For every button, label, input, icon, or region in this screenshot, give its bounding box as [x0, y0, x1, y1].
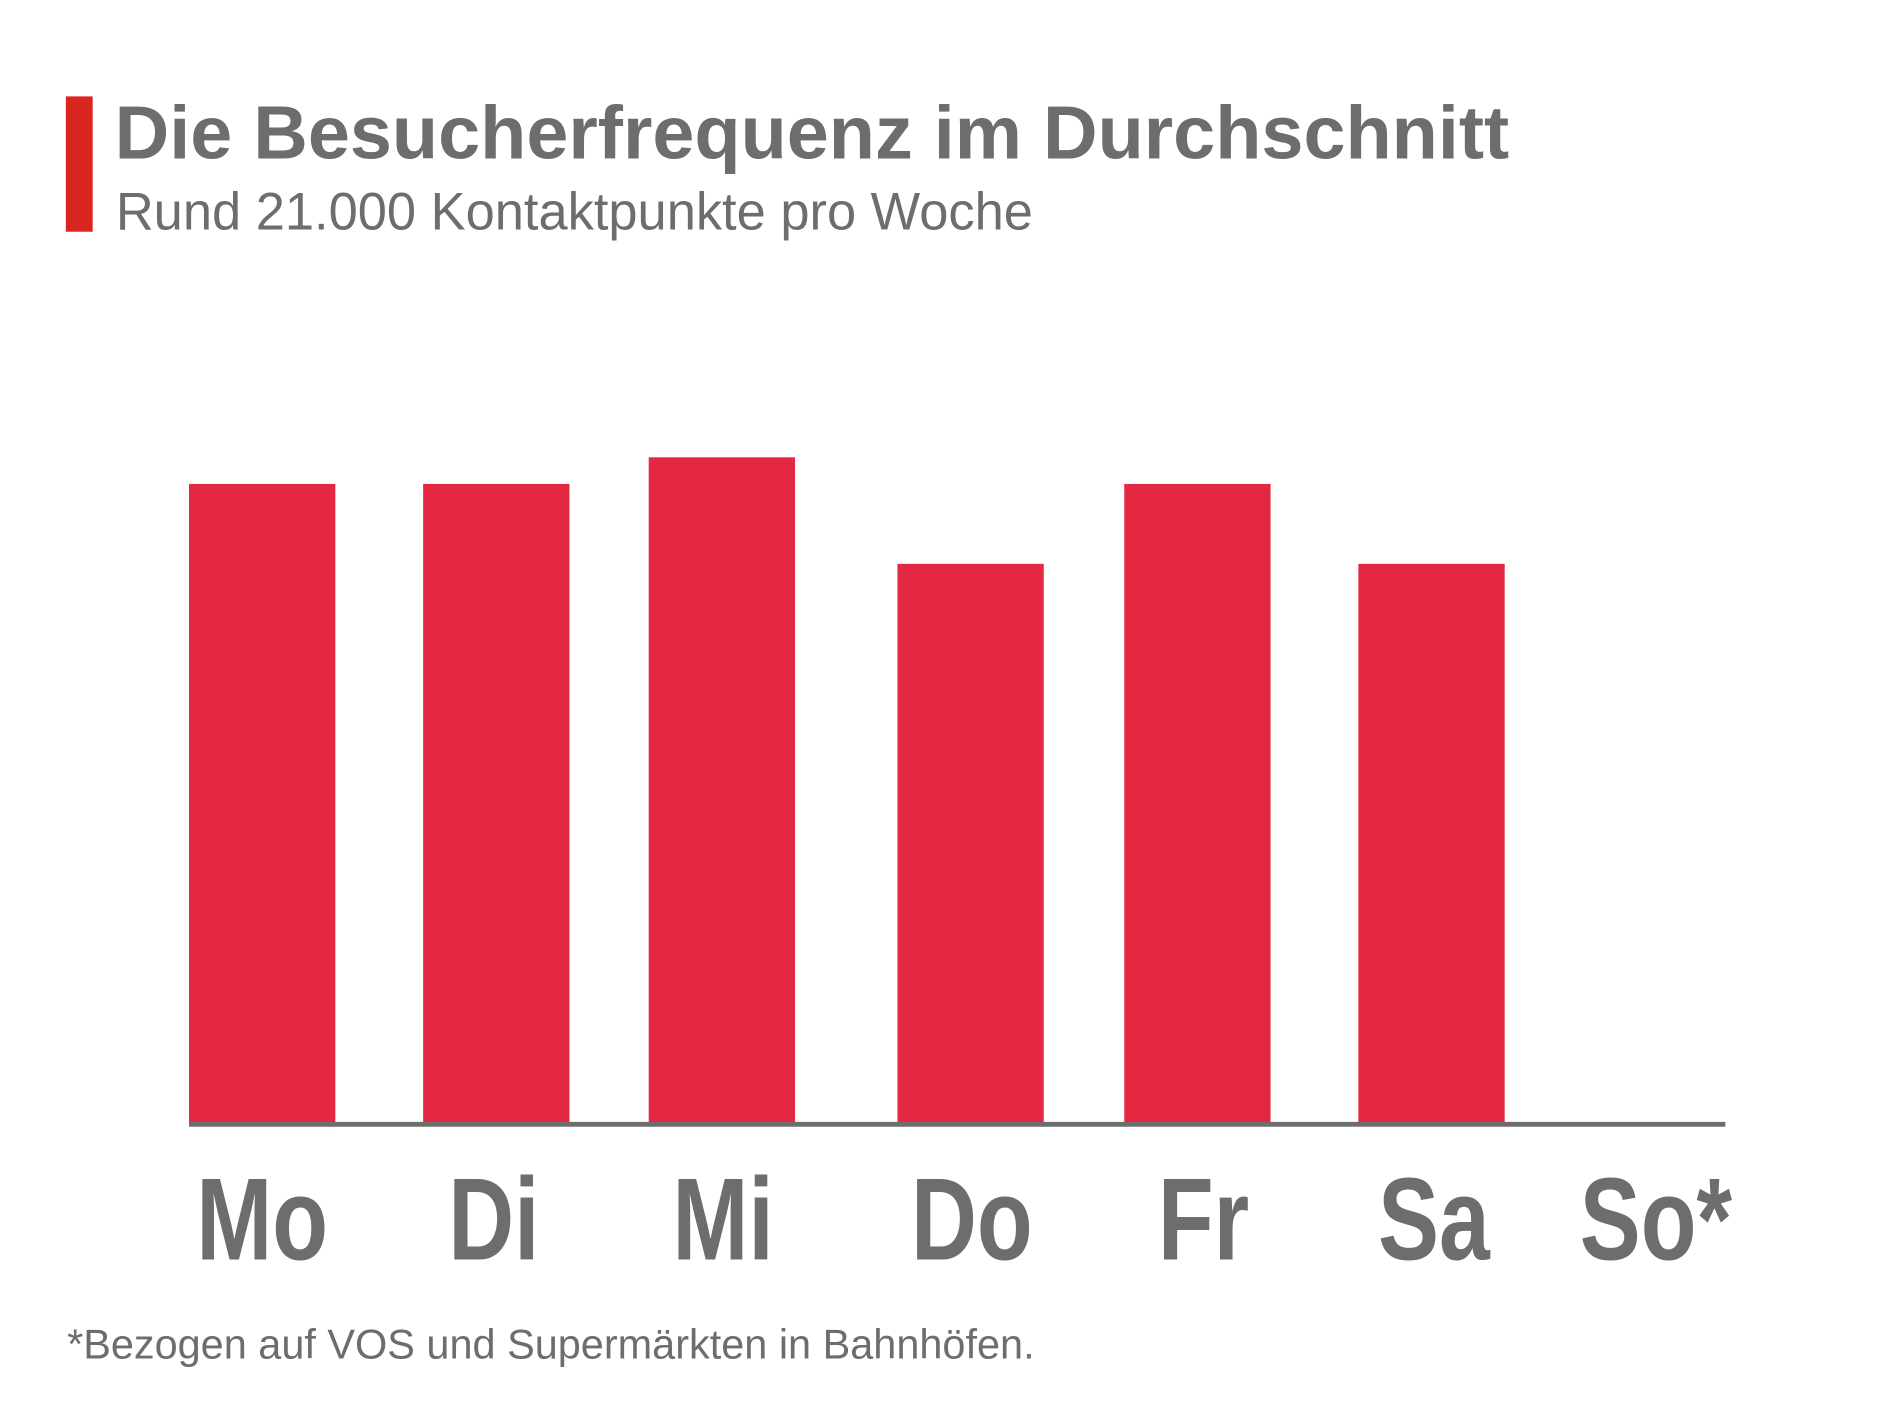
- chart-title: Die Besucherfrequenz im Durchschnitt: [115, 92, 1510, 176]
- x-tick-label-So: So*: [1580, 1155, 1732, 1285]
- chart-subtitle: Rund 21.000 Kontaktpunkte pro Woche: [116, 183, 1033, 241]
- bar-Do: [897, 563, 1044, 1124]
- x-tick-label-Mi: Mi: [672, 1155, 773, 1285]
- bar-Mo: [189, 483, 336, 1124]
- x-tick-label-Sa: Sa: [1378, 1155, 1491, 1285]
- x-tick-label-Mo: Mo: [196, 1155, 328, 1285]
- title-accent-bar: [65, 96, 93, 232]
- x-tick-label-Di: Di: [448, 1155, 539, 1285]
- x-tick-label-Do: Do: [911, 1155, 1033, 1285]
- x-tick-label-Fr: Fr: [1158, 1155, 1249, 1285]
- bar-Fr: [1124, 483, 1271, 1124]
- bar-Di: [423, 483, 570, 1124]
- footnote: *Bezogen auf VOS und Supermärkten in Bah…: [67, 1320, 1035, 1367]
- bar-Sa: [1358, 563, 1505, 1124]
- bar-Mi: [648, 457, 796, 1124]
